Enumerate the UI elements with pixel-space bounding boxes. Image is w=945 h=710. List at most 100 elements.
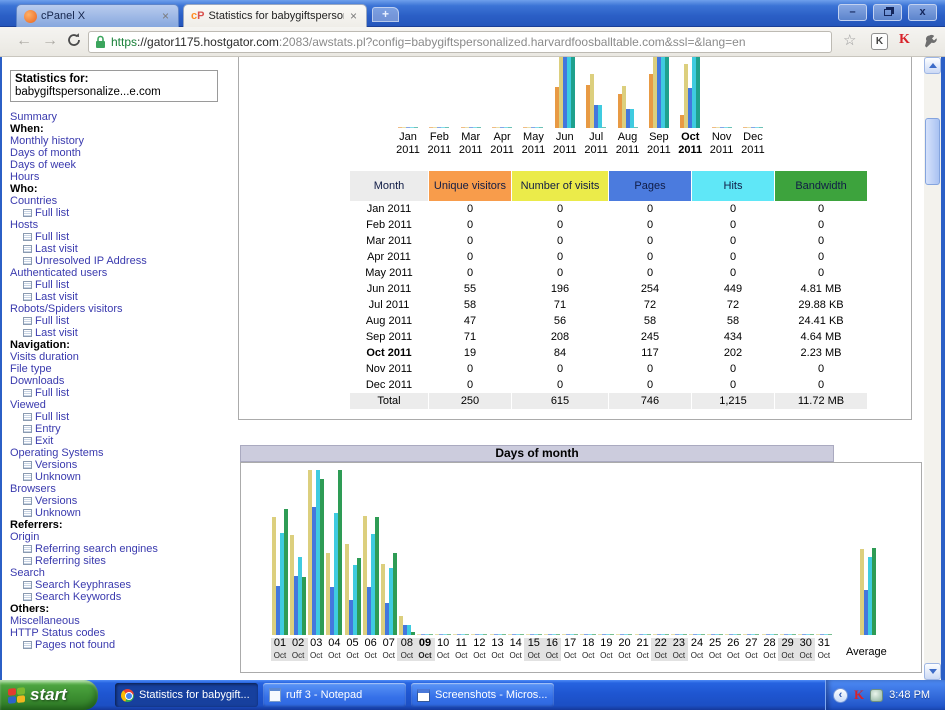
new-tab-button[interactable]: + xyxy=(372,7,399,22)
sidebar-item-downloads[interactable]: Downloads xyxy=(10,375,236,387)
day-month: Oct xyxy=(796,650,815,661)
reload-button[interactable] xyxy=(66,32,82,48)
bandwidth-bar xyxy=(872,548,876,635)
day-axis-label: 14Oct xyxy=(506,638,525,661)
sidebar-item-last-visit[interactable]: Last visit xyxy=(10,291,236,303)
sidebar-item-last-visit[interactable]: Last visit xyxy=(10,327,236,339)
day-month: Oct xyxy=(307,650,326,661)
sidebar-item-miscellaneous[interactable]: Miscellaneous xyxy=(10,615,236,627)
tray-app-icon[interactable] xyxy=(870,689,883,702)
day-number: 22 xyxy=(655,637,667,649)
sidebar-item-origin[interactable]: Origin xyxy=(10,531,236,543)
tab-label: cPanel X xyxy=(41,10,156,22)
taskbar-button-ruff-3-notepad[interactable]: ruff 3 - Notepad xyxy=(263,683,406,707)
scroll-down-button[interactable] xyxy=(924,663,941,680)
padlock-icon xyxy=(95,35,106,49)
bookmark-star-icon[interactable]: ☆ xyxy=(843,31,856,49)
sidebar-item-full-list[interactable]: Full list xyxy=(10,315,236,327)
sidebar-item-entry[interactable]: Entry xyxy=(10,423,236,435)
sidebar-item-countries[interactable]: Countries xyxy=(10,195,236,207)
sidebar-item-days-of-week[interactable]: Days of week xyxy=(10,159,236,171)
back-button[interactable]: ← xyxy=(16,31,32,51)
sidebar-item-full-list[interactable]: Full list xyxy=(10,279,236,291)
sidebar-item-search-keywords[interactable]: Search Keywords xyxy=(10,591,236,603)
day-17-bar-group xyxy=(562,634,578,635)
url-bar[interactable]: https://gator1175.hostgator.com:2083/aws… xyxy=(88,31,832,53)
restore-button[interactable] xyxy=(873,4,902,21)
sidebar-item-authenticated-users[interactable]: Authenticated users xyxy=(10,267,236,279)
sidebar-item-exit[interactable]: Exit xyxy=(10,435,236,447)
kaspersky-icon[interactable]: K xyxy=(899,32,910,48)
sidebar-item-monthly-history[interactable]: Monthly history xyxy=(10,135,236,147)
value-cell: 0 xyxy=(692,217,774,233)
sidebar-item-label: Versions xyxy=(35,495,77,507)
day-number: 13 xyxy=(491,637,503,649)
sidebar-item-full-list[interactable]: Full list xyxy=(10,387,236,399)
sidebar-item-robots-spiders-visitors[interactable]: Robots/Spiders visitors xyxy=(10,303,236,315)
sidebar-item-http-status-codes[interactable]: HTTP Status codes xyxy=(10,627,236,639)
taskbar-button-screenshots-micros[interactable]: Screenshots - Micros... xyxy=(411,683,554,707)
value-cell: 0 xyxy=(692,233,774,249)
sidebar-item-versions[interactable]: Versions xyxy=(10,495,236,507)
day-month: Oct xyxy=(615,650,634,661)
wrench-menu-icon[interactable] xyxy=(923,33,939,49)
table-row: May 201100000 xyxy=(350,265,867,281)
tab-close-icon[interactable]: × xyxy=(160,9,171,23)
sidebar-item-operating-systems[interactable]: Operating Systems xyxy=(10,447,236,459)
day-number: 12 xyxy=(473,637,485,649)
day-26-bar-group xyxy=(725,634,741,635)
taskbar-button-statistics-for-babygift[interactable]: Statistics for babygift... xyxy=(115,683,258,707)
sidebar-item-unresolved-ip-address[interactable]: Unresolved IP Address xyxy=(10,255,236,267)
sidebar-item-browsers[interactable]: Browsers xyxy=(10,483,236,495)
vertical-scrollbar[interactable] xyxy=(924,57,941,680)
scrollbar-thumb[interactable] xyxy=(925,118,940,185)
sidebar-item-visits-duration[interactable]: Visits duration xyxy=(10,351,236,363)
forward-button[interactable]: → xyxy=(42,31,58,51)
sidebar-item-referring-search-engines[interactable]: Referring search engines xyxy=(10,543,236,555)
sidebar-item-versions[interactable]: Versions xyxy=(10,459,236,471)
bandwidth-bar xyxy=(810,634,814,635)
kaspersky-tray-icon[interactable]: K xyxy=(854,687,864,703)
arrow-up-icon xyxy=(929,63,937,68)
sidebar-item-unknown[interactable]: Unknown xyxy=(10,507,236,519)
k-extension-icon[interactable]: K xyxy=(871,33,888,50)
bandwidth-bar xyxy=(696,57,700,128)
value-cell: 56 xyxy=(512,313,608,329)
sidebar-item-label: Days of week xyxy=(10,159,76,171)
sidebar-item-pages-not-found[interactable]: Pages not found xyxy=(10,639,236,651)
tray-chevron-icon[interactable]: ‹ xyxy=(833,688,848,703)
sidebar-item-hosts[interactable]: Hosts xyxy=(10,219,236,231)
sidebar-item-search-keyphrases[interactable]: Search Keyphrases xyxy=(10,579,236,591)
minimize-button[interactable]: – xyxy=(838,4,867,21)
day-number: 17 xyxy=(564,637,576,649)
url-host: ://gator1175.hostgator.com xyxy=(137,35,279,49)
sidebar-item-summary[interactable]: Summary xyxy=(10,111,236,123)
sidebar-item-search[interactable]: Search xyxy=(10,567,236,579)
day-month: Oct xyxy=(651,650,670,661)
sidebar-item-hours[interactable]: Hours xyxy=(10,171,236,183)
start-button[interactable]: start xyxy=(0,680,98,710)
sidebar-item-full-list[interactable]: Full list xyxy=(10,411,236,423)
sidebar-item-referring-sites[interactable]: Referring sites xyxy=(10,555,236,567)
tab-cpanel[interactable]: cPanel X × xyxy=(16,4,179,27)
close-button[interactable]: x xyxy=(908,4,937,21)
tab-close-icon[interactable]: × xyxy=(348,9,359,23)
sidebar-item-file-type[interactable]: File type xyxy=(10,363,236,375)
sidebar-item-viewed[interactable]: Viewed xyxy=(10,399,236,411)
sidebar-item-full-list[interactable]: Full list xyxy=(10,231,236,243)
sidebar-item-days-of-month[interactable]: Days of month xyxy=(10,147,236,159)
sidebar-item-full-list[interactable]: Full list xyxy=(10,207,236,219)
value-cell: 0 xyxy=(609,201,691,217)
sidebar-nav: SummaryWhen:Monthly historyDays of month… xyxy=(10,111,236,651)
month-cell: Mar 2011 xyxy=(350,233,428,249)
day-number: 06 xyxy=(365,637,377,649)
sidebar-item-label: Visits duration xyxy=(10,351,79,363)
bandwidth-bar xyxy=(574,634,578,635)
value-cell: 0 xyxy=(429,249,511,265)
day-number: 25 xyxy=(709,637,721,649)
tab-statistics[interactable]: cP Statistics for babygiftspersona × xyxy=(183,4,367,27)
sidebar-item-last-visit[interactable]: Last visit xyxy=(10,243,236,255)
scroll-up-button[interactable] xyxy=(924,57,941,74)
sidebar-item-label: Versions xyxy=(35,459,77,471)
sidebar-item-unknown[interactable]: Unknown xyxy=(10,471,236,483)
